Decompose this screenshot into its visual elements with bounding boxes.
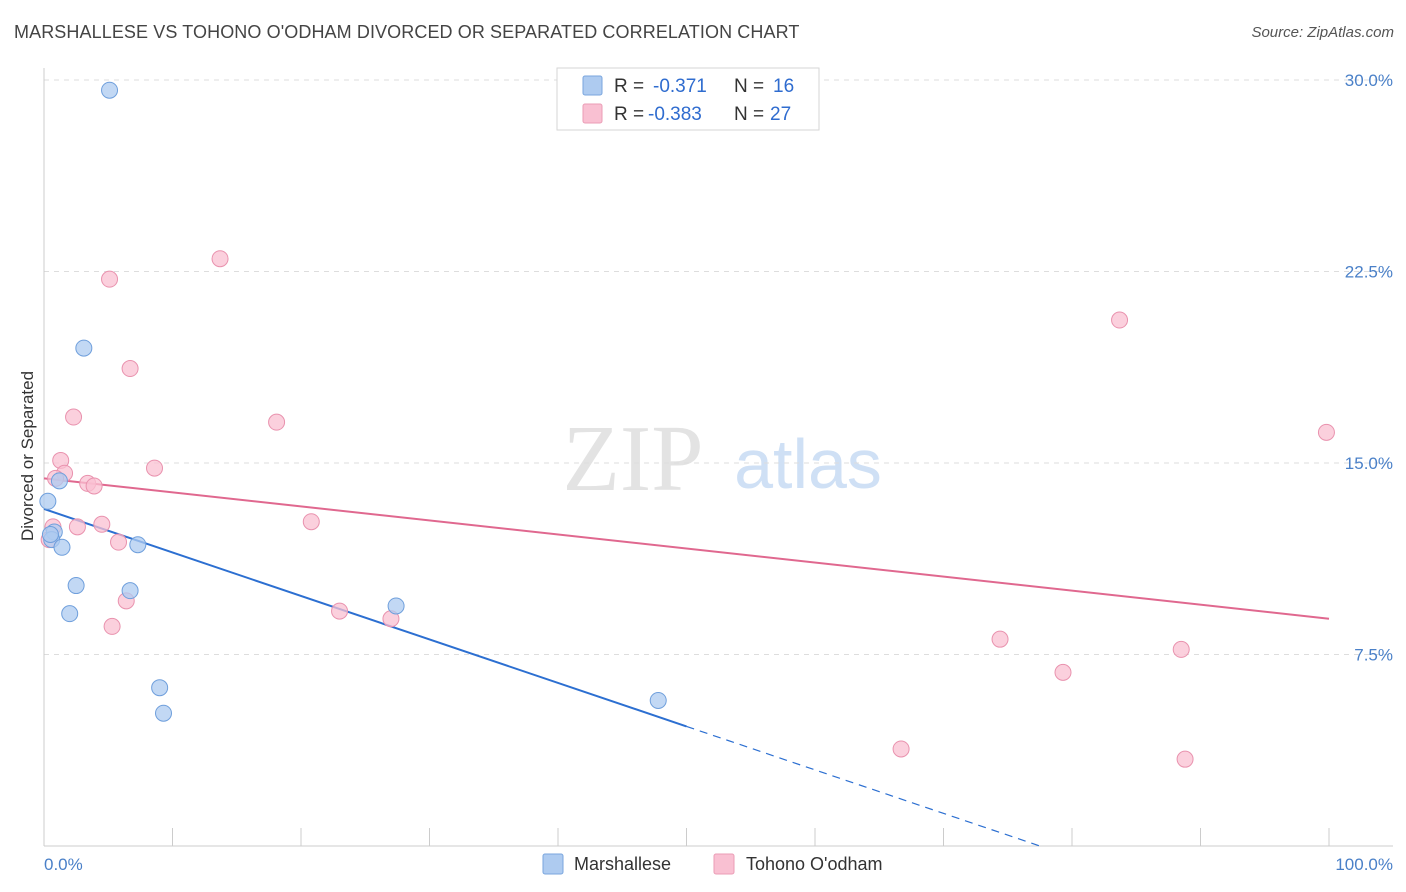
y-axis-label: Divorced or Separated — [18, 371, 37, 541]
point-tohono — [268, 413, 286, 431]
point-tohono — [146, 459, 164, 477]
point-marshallese — [67, 577, 85, 595]
point-tohono — [110, 533, 128, 551]
point-tohono — [65, 408, 83, 426]
y-tick-label: 30.0% — [1345, 71, 1393, 90]
legend-r-value-2: -0.383 — [648, 104, 702, 125]
point-tohono — [68, 518, 86, 536]
x-tick-label-min: 0.0% — [44, 855, 83, 874]
legend-r-label-2: R = — [614, 104, 644, 125]
legend-n-label-2: N = — [734, 104, 764, 125]
correlation-legend: R = -0.371 N = 16 R = -0.383 N = 27 — [556, 67, 820, 131]
point-marshallese — [53, 538, 71, 556]
trend-line-marshallese-extension — [686, 725, 1041, 847]
point-tohono — [101, 270, 119, 288]
chart-title: MARSHALLESE VS TOHONO O'ODHAM DIVORCED O… — [14, 22, 800, 42]
legend-r-value-1: -0.371 — [653, 76, 707, 97]
point-tohono — [892, 740, 910, 758]
point-marshallese — [39, 492, 57, 510]
point-tohono — [991, 630, 1009, 648]
trend-lines — [43, 477, 1330, 847]
legend-r-label-1: R = — [614, 76, 644, 97]
point-marshallese — [151, 679, 169, 697]
point-tohono — [1111, 311, 1129, 329]
source-label: Source: ZipAtlas.com — [1251, 24, 1394, 41]
watermark-atlas: atlas — [734, 425, 882, 503]
y-tick-labels: 7.5% 15.0% 22.5% 30.0% — [1345, 71, 1393, 665]
x-tick-label-max: 100.0% — [1335, 855, 1393, 874]
point-marshallese — [75, 339, 93, 357]
point-tohono — [103, 617, 121, 635]
point-tohono — [85, 477, 103, 495]
point-tohono — [331, 602, 349, 620]
y-tick-label: 15.0% — [1345, 454, 1393, 473]
legend-n-value-2: 27 — [770, 104, 791, 125]
legend-swatch-marshallese — [582, 75, 603, 96]
point-marshallese — [649, 691, 667, 709]
trend-line-marshallese — [43, 508, 687, 728]
point-marshallese — [61, 605, 79, 623]
series-legend-swatch-tohono — [713, 853, 735, 875]
point-tohono — [93, 515, 111, 533]
legend-swatch-tohono — [582, 103, 603, 124]
point-tohono — [1176, 750, 1194, 768]
trend-line-tohono — [43, 477, 1330, 620]
point-marshallese — [121, 582, 139, 600]
point-tohono — [211, 250, 229, 268]
legend-n-label-1: N = — [734, 76, 764, 97]
point-tohono — [1317, 423, 1335, 441]
watermark-zip: ZIP — [563, 407, 704, 511]
point-marshallese — [129, 536, 147, 554]
series-legend-label-marshallese: Marshallese — [574, 854, 671, 874]
data-points — [39, 81, 1335, 768]
point-marshallese — [101, 81, 119, 99]
series-legend: Marshallese Tohono O'odham — [542, 853, 883, 875]
point-tohono — [1172, 640, 1190, 658]
watermark: ZIP atlas — [563, 407, 882, 511]
gridlines — [44, 79, 1393, 655]
point-marshallese — [50, 472, 68, 490]
point-marshallese — [387, 597, 405, 615]
series-legend-label-tohono: Tohono O'odham — [746, 854, 883, 874]
axes — [43, 68, 1393, 847]
point-marshallese — [41, 525, 59, 543]
y-tick-label: 22.5% — [1345, 263, 1393, 282]
point-marshallese — [155, 704, 173, 722]
point-tohono — [302, 513, 320, 531]
point-tohono — [121, 360, 139, 378]
y-tick-label: 7.5% — [1354, 646, 1393, 665]
legend-n-value-1: 16 — [773, 76, 794, 97]
point-tohono — [1054, 663, 1072, 681]
series-legend-swatch-marshallese — [542, 853, 564, 875]
